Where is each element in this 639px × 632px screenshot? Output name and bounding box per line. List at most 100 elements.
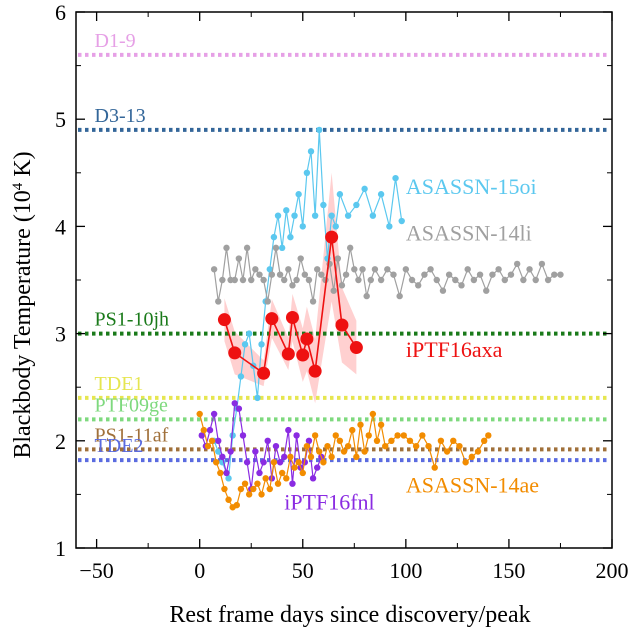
data-point-asassn-14li: [538, 260, 546, 268]
data-point-asassn-14li: [334, 255, 342, 262]
data-point-asassn-14li: [470, 276, 478, 284]
data-point-iptf16axa: [308, 364, 322, 378]
data-point-asassn-15oi: [307, 148, 315, 155]
data-point-asassn-14li: [551, 271, 558, 278]
data-point-asassn-14ae: [388, 437, 395, 444]
data-point-iptf16fnl: [223, 469, 230, 477]
data-point-asassn-14li: [314, 266, 321, 273]
series-label-iptf16fnl: iPTF16fnl: [284, 489, 374, 514]
data-point-asassn-14li: [377, 276, 385, 284]
data-point-asassn-14ae: [336, 437, 344, 444]
axes: −50 0 50 100 150 200 1 2 3 4 5 6: [55, 0, 629, 583]
data-point-asassn-14ae: [200, 426, 208, 434]
y-tick-label: 3: [55, 322, 66, 347]
data-point-asassn-14li: [359, 266, 366, 273]
y-axis-title: Blackbody Temperature (104 K): [10, 151, 36, 458]
data-point-asassn-14ae: [474, 448, 482, 455]
data-point-asassn-14ae: [328, 453, 335, 461]
series-line-asassn-15oi: [213, 129, 403, 479]
data-point-asassn-14li: [318, 271, 325, 278]
data-point-asassn-14ae: [437, 437, 445, 444]
data-point-asassn-14ae: [283, 475, 290, 482]
x-tick-label: 0: [194, 558, 205, 583]
data-point-asassn-14li: [520, 276, 527, 284]
x-axis-title: Rest frame days since discovery/peak: [169, 602, 530, 628]
data-point-asassn-14ae: [400, 432, 407, 439]
data-point-iptf16axa: [257, 366, 271, 380]
series-label-asassn-15oi: ASASSN-15oi: [406, 174, 537, 199]
data-point-asassn-14ae: [303, 442, 311, 450]
data-point-asassn-15oi: [245, 330, 253, 337]
data-point-asassn-14li: [355, 276, 362, 284]
data-point-asassn-14ae: [344, 442, 352, 450]
data-point-asassn-15oi: [336, 191, 344, 198]
data-point-asassn-15oi: [225, 475, 232, 482]
data-point-asassn-14ae: [278, 469, 286, 477]
data-point-asassn-14li: [495, 266, 502, 273]
band-layer: [224, 172, 357, 404]
data-point-iptf16axa: [281, 347, 295, 361]
data-point-asassn-14ae: [233, 501, 240, 509]
data-point-asassn-15oi: [266, 266, 273, 273]
data-point-asassn-15oi: [274, 212, 282, 219]
data-point-asassn-14li: [445, 271, 453, 278]
data-point-asassn-14li: [223, 244, 230, 252]
data-point-asassn-14li: [513, 260, 521, 268]
reference-label-tde1: TDE1: [95, 373, 144, 395]
y-tick-label: 1: [55, 536, 66, 561]
y-axis-title-sup: 4: [10, 182, 26, 190]
data-point-asassn-14li: [210, 266, 218, 273]
data-point-asassn-15oi: [241, 341, 249, 348]
data-point-asassn-14ae: [287, 453, 294, 461]
data-point-asassn-14ae: [431, 464, 438, 471]
y-tick-label: 2: [55, 429, 66, 454]
data-point-asassn-14li: [342, 271, 350, 278]
data-point-iptf16fnl: [235, 405, 243, 412]
reference-label-ptf09ge: PTF09ge: [95, 394, 168, 416]
data-point-asassn-15oi: [287, 233, 294, 241]
data-point-iptf16fnl: [227, 448, 234, 455]
data-point-asassn-14ae: [462, 459, 469, 466]
data-point-iptf16fnl: [219, 453, 226, 461]
data-point-asassn-14ae: [394, 432, 401, 439]
data-point-asassn-14li: [408, 276, 416, 284]
data-point-asassn-14li: [243, 244, 251, 252]
data-point-asassn-14li: [415, 282, 422, 289]
data-point-asassn-14ae: [291, 464, 298, 471]
data-point-asassn-15oi: [291, 212, 298, 219]
data-point-iptf16fnl: [276, 459, 284, 466]
data-point-iptf16fnl: [210, 410, 218, 418]
data-point-asassn-15oi: [270, 233, 278, 241]
x-tick-label: −50: [79, 558, 113, 583]
data-point-asassn-15oi: [392, 174, 399, 182]
data-point-iptf16axa: [265, 312, 279, 326]
data-point-asassn-14ae: [204, 442, 212, 450]
data-point-asassn-14li: [507, 271, 515, 278]
error-band-iptf16axa: [224, 172, 357, 404]
data-point-asassn-14ae: [225, 496, 232, 503]
data-point-asassn-14ae: [382, 442, 389, 450]
data-point-iptf16axa: [285, 311, 299, 325]
data-point-asassn-14ae: [274, 480, 282, 487]
data-point-asassn-15oi: [229, 432, 236, 439]
data-point-iptf16axa: [228, 346, 242, 360]
data-point-asassn-14li: [293, 276, 300, 284]
data-point-asassn-14ae: [266, 485, 273, 493]
series-line-iptf16fnl: [201, 401, 322, 490]
data-point-asassn-15oi: [283, 207, 290, 214]
data-point-asassn-14ae: [480, 437, 488, 444]
data-point-asassn-14li: [421, 271, 428, 278]
y-axis-title-unit: K): [10, 151, 36, 182]
data-point-asassn-14ae: [357, 421, 364, 428]
data-point-asassn-14ae: [425, 442, 432, 450]
reference-label-d1-9: D1-9: [95, 30, 136, 52]
reference-label-ps1-11af: PS1-11af: [95, 424, 169, 446]
reference-label-tde2: TDE2: [95, 435, 144, 457]
data-point-iptf16fnl: [256, 469, 263, 477]
data-point-asassn-14li: [285, 266, 292, 273]
data-point-iptf16fnl: [309, 475, 317, 482]
data-point-iptf16fnl: [264, 437, 271, 444]
data-point-asassn-15oi: [353, 201, 360, 209]
data-point-asassn-14ae: [316, 448, 323, 455]
